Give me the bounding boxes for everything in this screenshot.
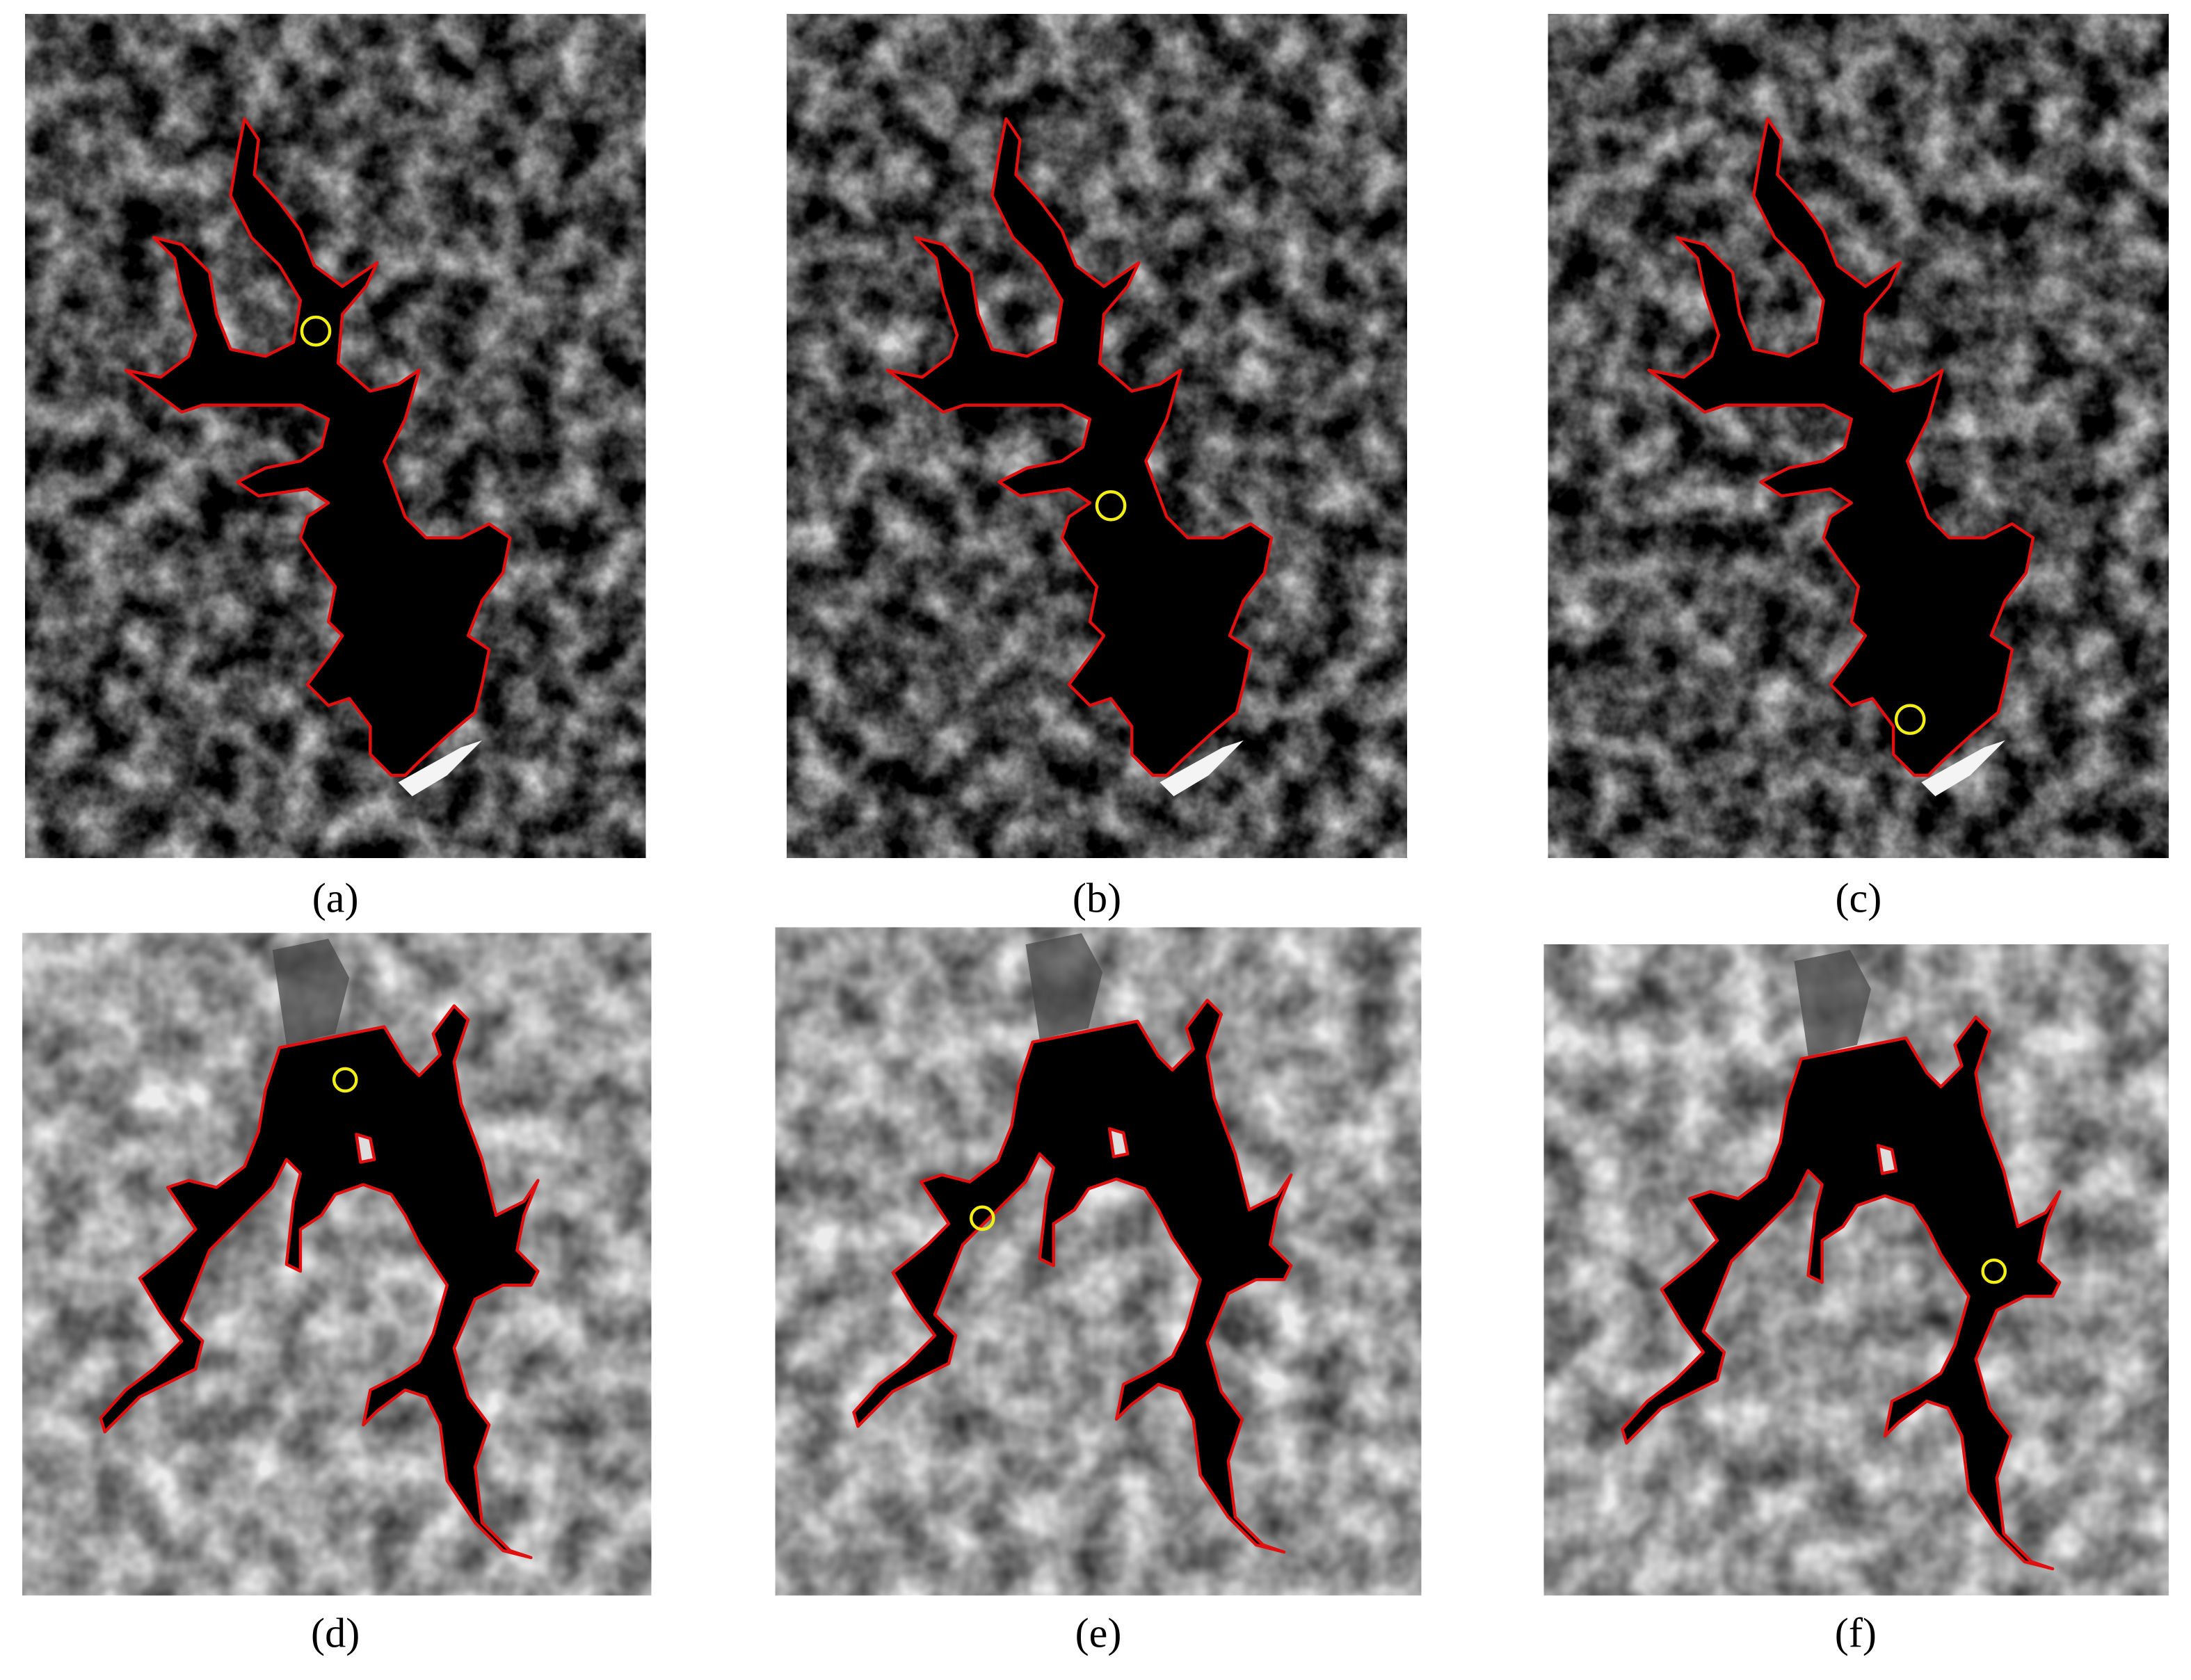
panel-image <box>1548 14 2169 858</box>
panel-image <box>1543 944 2169 1596</box>
panel-label: (d) <box>311 1610 360 1656</box>
panel-label: (c) <box>1835 875 1881 922</box>
panel-label: (a) <box>312 875 359 922</box>
panel-label: (b) <box>1073 875 1121 922</box>
panel-image <box>775 927 1422 1596</box>
panel-label: (e) <box>1075 1610 1122 1656</box>
panel-image <box>787 14 1407 858</box>
panel-image <box>25 14 646 858</box>
panel-image <box>22 932 652 1596</box>
panel-label: (f) <box>1835 1610 1877 1656</box>
